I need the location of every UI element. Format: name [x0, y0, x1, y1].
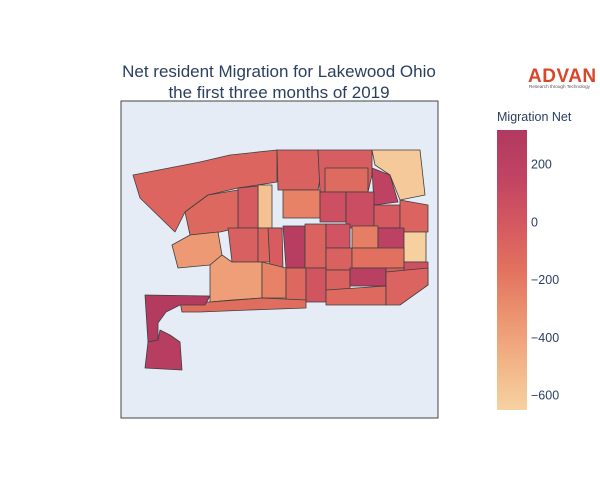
colorbar-tick-label: −400	[531, 331, 559, 345]
region-south-a[interactable]	[261, 261, 287, 299]
map-title-line-2: the first three months of 2019	[168, 83, 389, 102]
region-mid-e[interactable]	[373, 204, 401, 229]
map-title-line-1: Net resident Migration for Lakewood Ohio	[122, 62, 436, 81]
region-peninsula-south[interactable]	[144, 329, 183, 371]
region-center-dark[interactable]	[282, 225, 306, 269]
colorbar-tick-label: 200	[531, 158, 552, 172]
logo-wordmark: ADVAN	[528, 66, 597, 87]
region-east-pale[interactable]	[403, 231, 427, 263]
colorbar-tick-label: −600	[531, 389, 559, 403]
logo-tagline: Research through Technology	[529, 84, 591, 89]
region-layer	[132, 149, 429, 371]
colorbar-gradient	[497, 130, 527, 410]
region-narrow-north[interactable]	[257, 184, 273, 229]
region-south-d[interactable]	[325, 269, 351, 291]
region-center-e[interactable]	[325, 223, 351, 249]
region-mid-f[interactable]	[399, 199, 429, 233]
region-east-a[interactable]	[351, 225, 379, 249]
region-center-c[interactable]	[267, 227, 284, 269]
region-south-strip[interactable]	[179, 297, 307, 313]
region-center-f[interactable]	[325, 247, 353, 271]
region-southwest-light[interactable]	[209, 254, 263, 303]
region-north-mid-c[interactable]	[324, 167, 369, 193]
region-center-a[interactable]	[227, 227, 259, 263]
colorbar: Migration Net 200 0 −200 −400 −600	[497, 110, 572, 410]
region-east-dark[interactable]	[377, 227, 405, 251]
region-south-dark[interactable]	[349, 267, 387, 287]
colorbar-title: Migration Net	[497, 110, 572, 124]
region-mid-b[interactable]	[282, 189, 321, 219]
region-mid-c[interactable]	[319, 191, 347, 223]
advan-logo: ADVAN Research through Technology	[528, 66, 597, 89]
region-south-east[interactable]	[385, 267, 429, 306]
colorbar-tick-label: −200	[531, 273, 559, 287]
colorbar-tick-label: 0	[531, 215, 538, 229]
region-east-b[interactable]	[351, 247, 405, 269]
region-mid-a[interactable]	[237, 185, 259, 229]
region-south-b[interactable]	[285, 267, 307, 301]
region-south-c[interactable]	[305, 267, 327, 303]
region-center-d[interactable]	[304, 223, 327, 269]
region-north-mid-a[interactable]	[276, 149, 321, 191]
region-mid-d[interactable]	[345, 191, 375, 229]
